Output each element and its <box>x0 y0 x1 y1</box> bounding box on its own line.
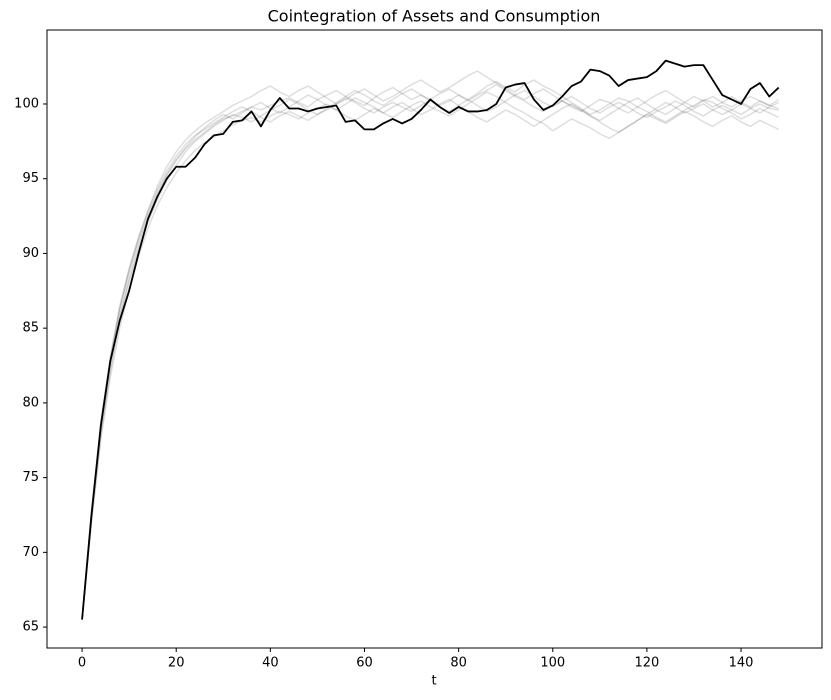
x-tick-label: 60 <box>356 656 373 671</box>
series-line <box>81 70 780 620</box>
x-tick-label: 100 <box>540 656 565 671</box>
y-tick-label: 100 <box>14 96 39 111</box>
series-line <box>81 91 780 620</box>
y-tick-label: 75 <box>22 470 39 485</box>
x-tick-label: 120 <box>634 656 659 671</box>
x-tick-label: 40 <box>262 656 279 671</box>
series-line <box>81 79 780 620</box>
y-tick-label: 80 <box>22 395 39 410</box>
y-tick-label: 90 <box>22 246 39 261</box>
series-line <box>81 98 780 620</box>
y-tick-label: 85 <box>22 321 39 336</box>
chart-title: Cointegration of Assets and Consumption <box>268 7 601 26</box>
series-line <box>81 88 779 620</box>
x-tick-label: 140 <box>729 656 754 671</box>
y-tick-label: 65 <box>22 620 39 635</box>
series-line <box>81 59 780 620</box>
x-tick-label: 80 <box>450 656 467 671</box>
x-tick-label: 20 <box>168 656 185 671</box>
plot-frame <box>46 29 823 649</box>
y-tick-label: 70 <box>22 545 39 560</box>
y-tick-label: 95 <box>22 171 39 186</box>
x-tick-label: 0 <box>78 656 86 671</box>
x-axis-label: t <box>431 674 436 689</box>
